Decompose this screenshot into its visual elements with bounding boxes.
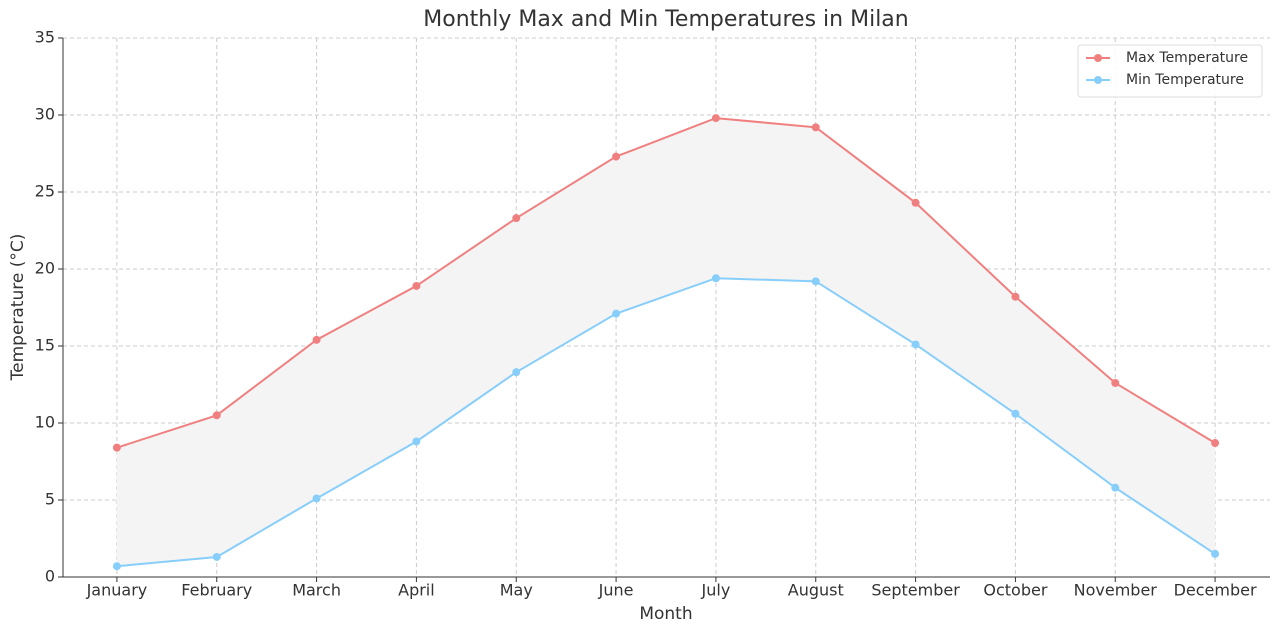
y-tick-label: 35	[35, 28, 55, 47]
y-tick-label: 20	[35, 259, 55, 278]
data-point	[1111, 378, 1120, 387]
data-point	[612, 152, 621, 161]
data-point	[112, 562, 121, 571]
x-tick-label: September	[871, 581, 960, 600]
data-point	[1011, 409, 1020, 418]
x-tick-label: July	[701, 581, 731, 600]
x-tick-label: October	[983, 581, 1047, 600]
series-line	[116, 277, 1216, 568]
x-tick-label: June	[598, 581, 634, 600]
series-line	[116, 117, 1216, 449]
data-point	[212, 552, 221, 561]
data-point	[412, 437, 421, 446]
x-axis-label: Month	[639, 604, 692, 624]
x-tick-label: April	[398, 581, 435, 600]
legend-label: Max Temperature	[1126, 50, 1248, 66]
legend-box	[1077, 44, 1263, 98]
y-axis-label: Temperature (°C)	[8, 234, 28, 382]
data-point	[212, 411, 221, 420]
data-point	[711, 114, 720, 123]
data-point	[1111, 483, 1120, 492]
x-tick-label: March	[292, 581, 341, 600]
data-point	[811, 123, 820, 132]
legend-marker	[1094, 76, 1102, 84]
data-point	[711, 274, 720, 283]
y-tick-label: 30	[35, 105, 55, 124]
data-point	[312, 494, 321, 503]
x-tick-label: August	[788, 581, 844, 600]
x-tick-label: May	[500, 581, 533, 600]
range-fill	[116, 118, 1216, 567]
x-tick-label: December	[1174, 581, 1257, 600]
x-tick-label: November	[1074, 581, 1158, 600]
legend: Max Temperature Min Temperature	[1077, 44, 1263, 98]
y-tick-label: 5	[45, 490, 55, 509]
data-point	[612, 309, 621, 318]
chart-title: Monthly Max and Min Temperatures in Mila…	[423, 7, 908, 32]
data-point	[811, 277, 820, 286]
data-point	[1211, 439, 1220, 448]
data-point	[1211, 549, 1220, 558]
data-point	[911, 198, 920, 207]
data-point	[512, 214, 521, 223]
y-tick-label: 0	[45, 567, 55, 586]
y-tick-label: 25	[35, 182, 55, 201]
data-point	[911, 340, 920, 349]
data-point	[312, 335, 321, 344]
y-tick-label: 15	[35, 336, 55, 355]
data-point	[1011, 292, 1020, 301]
legend-marker	[1094, 54, 1102, 62]
y-tick-label: 10	[35, 413, 55, 432]
legend-label: Min Temperature	[1126, 72, 1244, 88]
data-point	[512, 368, 521, 377]
x-tick-label: January	[86, 581, 148, 600]
data-point	[112, 443, 121, 452]
x-tick-label: February	[181, 581, 252, 600]
data-point	[412, 281, 421, 290]
